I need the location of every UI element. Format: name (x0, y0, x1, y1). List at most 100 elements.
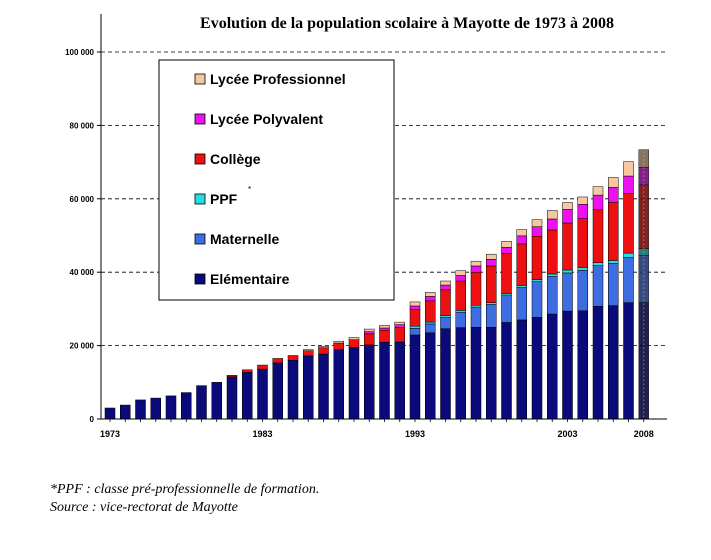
footnote-source: Source : vice-rectorat de Mayotte (50, 500, 238, 515)
bar-segment (547, 313, 558, 420)
bar-segment (531, 281, 543, 318)
bar-segment (577, 270, 588, 311)
y-tick-label: 60 000 (70, 195, 95, 204)
bar-segment (409, 305, 421, 310)
legend-swatch (194, 153, 206, 165)
bar-segment (455, 275, 466, 282)
bar-segment (257, 368, 268, 420)
bars (104, 149, 649, 420)
bar-segment (592, 186, 604, 196)
x-tick-label: 2008 (634, 429, 654, 439)
x-tick-label: 2003 (557, 429, 577, 439)
bar-segment (547, 210, 558, 220)
bar-segment (272, 362, 283, 420)
bar-segment (242, 369, 253, 373)
bar-segment (394, 327, 405, 343)
bar-segment (501, 253, 512, 295)
bar-segment (562, 272, 573, 312)
bar-segment (531, 235, 543, 280)
bar-segment (409, 334, 421, 420)
legend-swatch (194, 113, 206, 125)
bar-segment (623, 252, 634, 258)
bar-segment (303, 349, 314, 351)
bar-segment (318, 353, 329, 420)
bar-segment (501, 293, 512, 296)
bar-segment (516, 229, 527, 237)
bar-segment (562, 209, 573, 224)
bar-segment (348, 347, 360, 420)
bar-segment (379, 327, 390, 331)
bar-segment (577, 310, 588, 420)
bar-segment (531, 317, 543, 420)
bar-segment (486, 302, 497, 305)
bar-segment (577, 267, 588, 271)
bar-segment (303, 350, 314, 357)
x-tick-label: 1973 (100, 429, 120, 439)
bar-segment (409, 328, 421, 336)
bar-segment (562, 202, 573, 210)
bar-segment (425, 292, 436, 297)
bar-segment (470, 260, 482, 267)
legend: Lycée Professionnel Lycée Polyvalent Collè… (158, 59, 395, 301)
bar-segment (531, 279, 543, 282)
legend-swatch (194, 193, 206, 205)
bar-segment (333, 342, 344, 350)
bar-segment (486, 259, 497, 267)
bar-segment (562, 222, 573, 271)
bar-segment (287, 360, 299, 420)
bar-segment (364, 344, 375, 420)
bar-segment (272, 358, 283, 364)
bar-segment (165, 395, 177, 420)
bar-segment (623, 161, 634, 177)
bar-segment (409, 325, 421, 329)
bar-segment (547, 273, 558, 277)
bar-segment (501, 322, 512, 420)
bar-segment (547, 229, 558, 275)
bar-segment (425, 323, 436, 334)
legend-label: Lycée Polyvalent (210, 111, 323, 127)
bar-segment (608, 177, 619, 188)
legend-label: PPF (210, 191, 238, 207)
bar-segment (623, 257, 634, 303)
bar-segment (318, 346, 329, 349)
bar-segment (348, 337, 360, 340)
bar-segment (547, 218, 558, 231)
legend-box (158, 59, 395, 301)
bar-segment (333, 340, 344, 344)
bar-segment (364, 331, 375, 335)
bar-segment (440, 328, 451, 420)
bar-segment (455, 311, 466, 328)
bar-segment (379, 329, 390, 343)
bar-segment (470, 271, 482, 306)
bar-segment (440, 289, 451, 316)
bar-segment (486, 265, 497, 303)
bar-segment (608, 263, 619, 306)
bar-segment (303, 355, 314, 420)
y-tick-label: 100 000 (65, 48, 94, 57)
bar-segment (150, 397, 161, 420)
bar-segment (120, 404, 131, 420)
bar-segment (242, 372, 253, 420)
bar-segment (211, 382, 222, 420)
bar-segment (394, 324, 405, 328)
bar-segment (470, 327, 482, 420)
legend-label: Maternelle (210, 231, 279, 247)
bar-segment (470, 265, 482, 273)
bar-segment (608, 202, 619, 261)
bar-segment (623, 193, 634, 254)
bar-segment (226, 375, 238, 378)
bar-segment (608, 187, 619, 203)
ppf-asterisk: * (248, 185, 251, 194)
bar-segment (577, 218, 588, 268)
legend-swatch (194, 273, 206, 285)
bar-segment (516, 286, 527, 321)
y-tick-label: 80 000 (70, 121, 95, 130)
bar-segment (562, 310, 573, 420)
bar-segment (623, 175, 634, 194)
bar-segment (470, 306, 482, 328)
bar-segment (608, 260, 619, 264)
bar-segment (501, 295, 512, 323)
bar-segment (181, 392, 192, 420)
bar-segment (486, 253, 497, 260)
bar-segment (196, 385, 207, 420)
